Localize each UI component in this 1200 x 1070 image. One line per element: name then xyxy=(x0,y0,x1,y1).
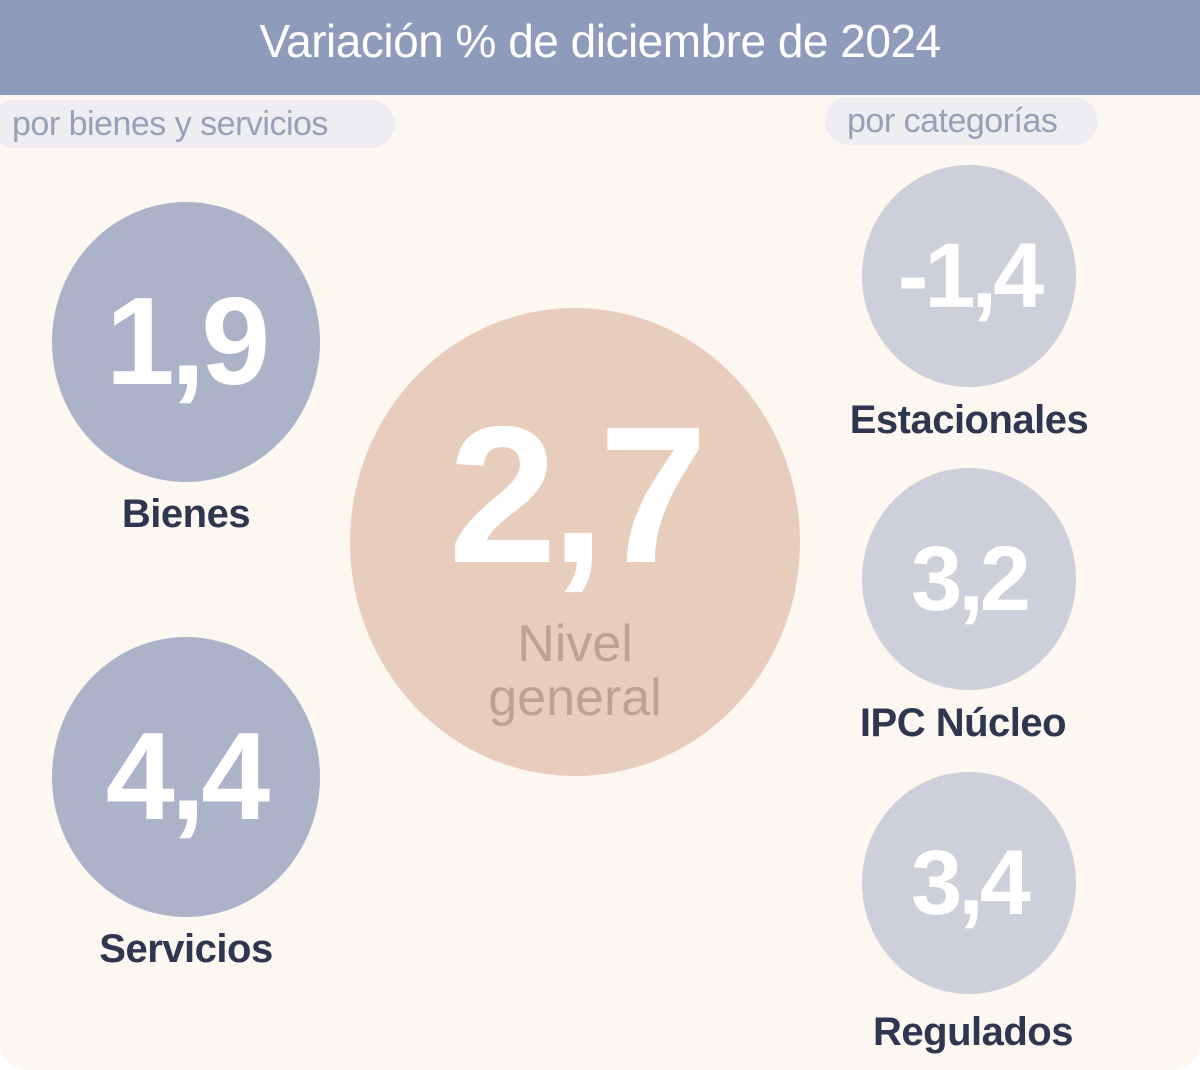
circle-label: Regulados xyxy=(873,1010,1073,1054)
circle-label: IPC Núcleo xyxy=(859,701,1067,745)
value-circle: 3,2 xyxy=(862,468,1076,690)
center-label-2: general xyxy=(488,669,662,727)
value-circle: -1,4 xyxy=(862,165,1076,387)
center-label-1: Nivel xyxy=(517,615,633,673)
value-circle: 4,4 xyxy=(52,637,320,917)
circle-label: Servicios xyxy=(99,927,273,971)
value-circle: 1,9 xyxy=(52,202,320,482)
right-tag: por categorías xyxy=(825,97,1098,145)
circle-label: Estacionales xyxy=(849,398,1089,442)
title: Variación % de diciembre de 2024 xyxy=(0,0,1200,95)
center-value: 2,7 xyxy=(448,386,707,604)
center-circle xyxy=(350,308,800,776)
value-circle: 3,4 xyxy=(862,772,1076,994)
left-tag: por bienes y servicios xyxy=(0,100,395,148)
circle-label: Bienes xyxy=(121,492,251,536)
